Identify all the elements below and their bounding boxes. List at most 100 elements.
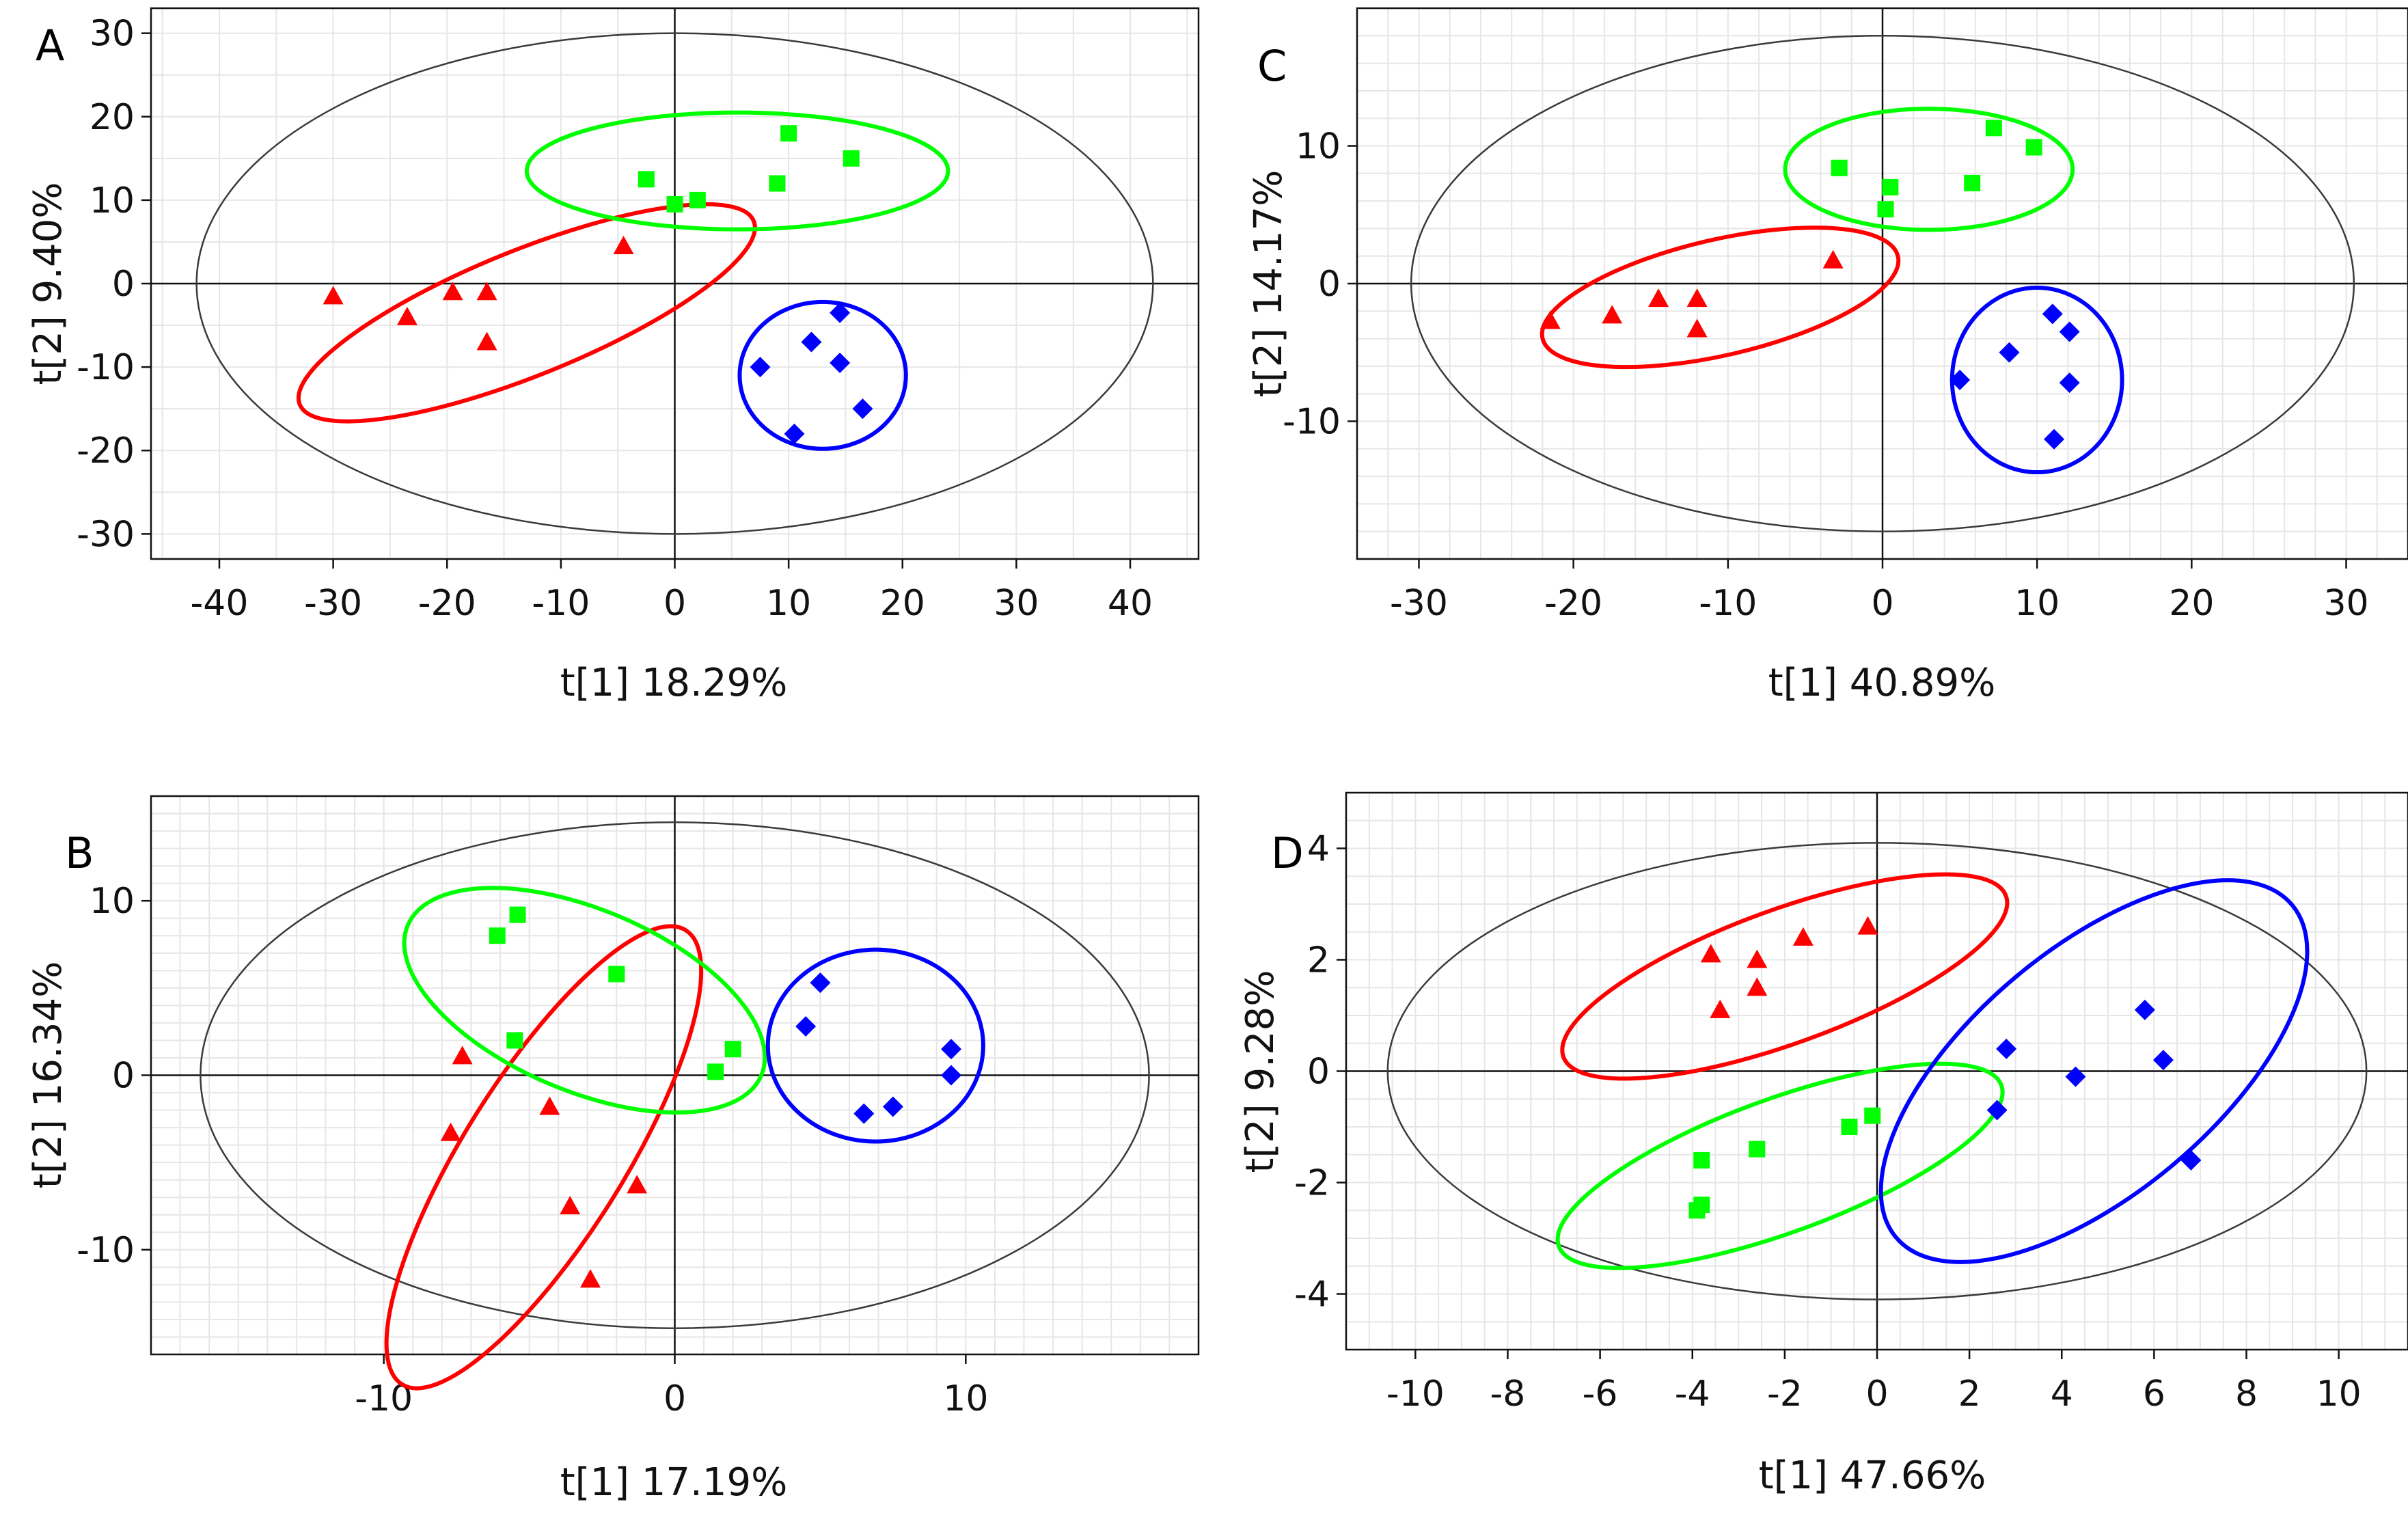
x-tick-label: -20 <box>418 583 476 624</box>
x-tick-label: -10 <box>1699 583 1757 624</box>
diamond-point <box>941 1065 962 1086</box>
panel-letter: A <box>36 21 64 70</box>
y-tick-label: 0 <box>1307 1052 1330 1093</box>
x-tick-label: 10 <box>943 1378 988 1419</box>
triangle-point <box>396 306 418 325</box>
square-point <box>1864 1107 1881 1124</box>
square-point <box>1831 159 1848 176</box>
x-tick-label: 30 <box>994 583 1039 624</box>
score-plot-panel-c: -30 -20 -10 0 10 20 30 -10 0 10 t[1] 40.89% t[2] 14… <box>1246 7 2408 705</box>
triangle-point <box>1540 310 1561 329</box>
diamond-point <box>882 1096 903 1117</box>
triangle-point <box>440 1122 461 1141</box>
triangle-point <box>1648 288 1669 308</box>
group-confidence-ellipse <box>1560 872 2010 1081</box>
triangle-point <box>476 282 497 301</box>
triangle-point <box>1686 288 1708 308</box>
x-tick-label: 2 <box>1958 1374 1981 1415</box>
triangle-point <box>1792 927 1814 946</box>
y-axis-label: t[2] 16.34% <box>26 961 70 1189</box>
hotelling-t2-ellipse <box>1410 35 2355 532</box>
x-axis-label: t[1] 17.19% <box>560 1460 788 1505</box>
square-point <box>843 150 860 167</box>
x-tick-label: 10 <box>2316 1374 2362 1415</box>
blue-series <box>795 972 962 1124</box>
y-axis-label: t[2] 9.40% <box>26 182 70 385</box>
diamond-point <box>810 972 831 994</box>
x-tick-label: -40 <box>191 583 249 624</box>
diamond-point <box>1986 1100 2008 1121</box>
group-confidence-ellipse <box>1540 226 1901 370</box>
square-point <box>608 966 625 983</box>
red-series <box>323 236 634 351</box>
triangle-point <box>1747 977 1768 996</box>
x-axis-label: t[1] 18.29% <box>560 661 788 705</box>
x-tick-label: 4 <box>2051 1374 2073 1415</box>
x-tick-label: -4 <box>1675 1374 1710 1415</box>
triangle-point <box>580 1269 601 1288</box>
y-tick-label: -4 <box>1294 1274 1330 1315</box>
group-confidence-ellipse <box>296 202 757 424</box>
square-point <box>1841 1119 1858 1135</box>
x-tick-label: -30 <box>304 583 362 624</box>
y-axis-label: t[2] 9.28% <box>1238 970 1283 1173</box>
x-tick-label: 30 <box>2323 583 2368 624</box>
triangle-point <box>323 286 344 305</box>
square-point <box>689 191 706 208</box>
x-tick-label: 6 <box>2143 1374 2165 1415</box>
triangle-point <box>539 1096 560 1115</box>
square-point <box>724 1041 741 1058</box>
square-point <box>1693 1151 1710 1169</box>
triangle-point <box>452 1046 473 1065</box>
square-point <box>638 171 655 188</box>
group-confidence-ellipse <box>765 947 985 1144</box>
x-tick-label: 20 <box>880 583 925 624</box>
x-tick-label: -30 <box>1390 583 1448 624</box>
x-axis-label: t[1] 40.89% <box>1768 661 1996 705</box>
x-tick-label: 20 <box>2169 583 2214 624</box>
red-series <box>1540 249 1844 338</box>
x-tick-label: -8 <box>1490 1374 1526 1415</box>
triangle-point <box>613 236 634 255</box>
diamond-point <box>1996 1038 2017 1059</box>
x-tick-label: 10 <box>2014 583 2060 624</box>
green-series <box>489 906 741 1080</box>
diamond-point <box>2042 303 2063 325</box>
triangle-point <box>1857 916 1878 935</box>
diamond-point <box>2065 1066 2086 1087</box>
x-tick-label: 8 <box>2235 1374 2258 1415</box>
panel-letter: C <box>1257 41 1287 91</box>
group-confidence-ellipse <box>1878 878 2310 1264</box>
triangle-point <box>1822 249 1844 269</box>
red-series <box>440 1046 648 1288</box>
diamond-point <box>941 1039 962 1060</box>
score-plot-panel-d: -10 -8 -6 -4 -2 0 2 4 6 8 10 -4 -2 0 2 4 t[1] 47.66% t[2]… <box>1238 791 2408 1498</box>
y-axis-label: t[2] 14.17% <box>1246 170 1291 398</box>
group-confidence-ellipse <box>402 886 767 1115</box>
diamond-point <box>2059 372 2080 394</box>
y-tick-label: 4 <box>1307 829 1330 870</box>
x-tick-label: -10 <box>532 583 590 624</box>
x-tick-label: -10 <box>1386 1374 1445 1415</box>
group-confidence-ellipse <box>1783 107 2075 232</box>
diamond-point <box>2059 321 2080 342</box>
diamond-point <box>2152 1050 2174 1071</box>
x-tick-label: 0 <box>1865 1374 1888 1415</box>
square-point <box>506 1032 523 1049</box>
diamond-point <box>1949 370 1971 391</box>
green-series <box>638 125 860 213</box>
x-axis-label: t[1] 47.66% <box>1759 1453 1986 1498</box>
hotelling-t2-ellipse <box>200 821 1150 1329</box>
diamond-point <box>795 1016 817 1037</box>
y-tick-label: -10 <box>77 1230 135 1271</box>
diamond-point <box>2134 999 2155 1020</box>
square-point <box>1688 1202 1706 1219</box>
diamond-point <box>801 331 822 353</box>
diamond-point <box>2044 428 2065 450</box>
diamond-point <box>853 1103 875 1124</box>
diamond-point <box>750 357 771 378</box>
y-tick-label: 2 <box>1307 940 1330 981</box>
x-tick-label: 10 <box>766 583 811 624</box>
y-tick-label: 0 <box>112 264 135 305</box>
